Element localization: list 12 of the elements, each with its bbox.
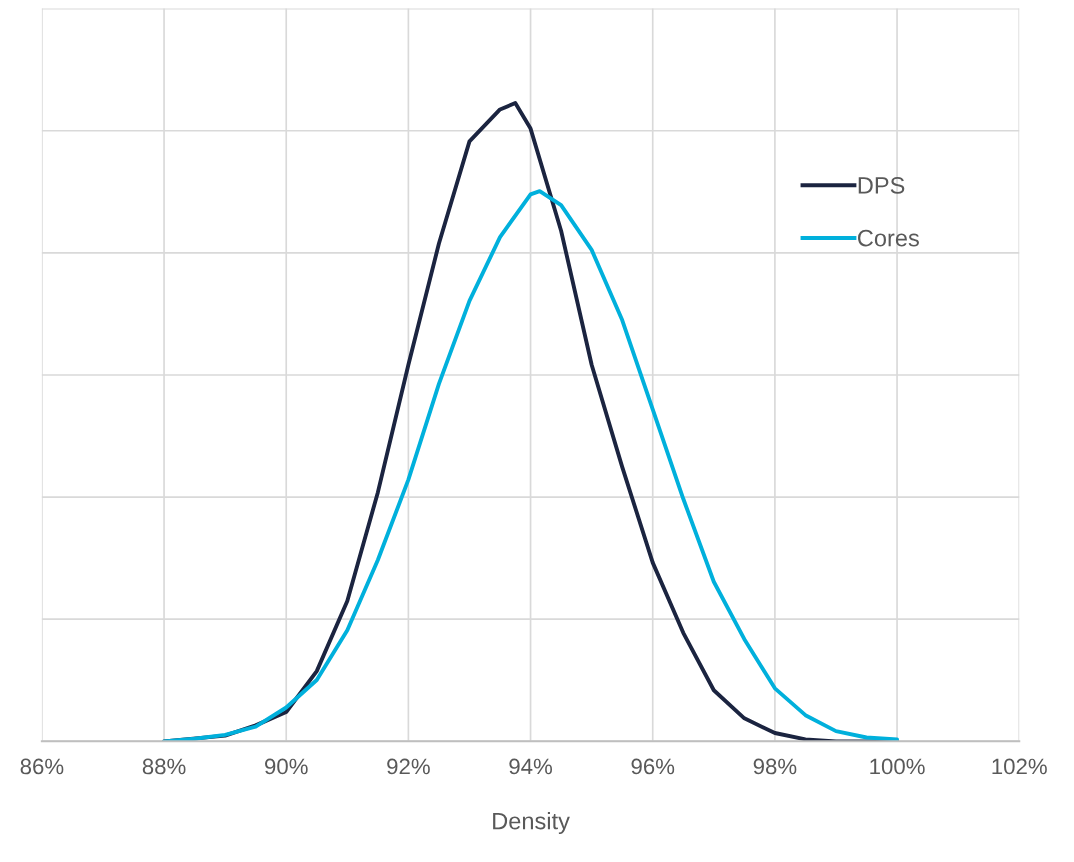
x-tick-label: 98% [753, 758, 797, 775]
x-tick-label: 94% [509, 758, 552, 775]
x-tick-label: 102% [992, 758, 1047, 775]
legend-label: Cores [858, 229, 919, 247]
legend-label: DPS [858, 177, 905, 194]
x-axis-title: Density [493, 812, 570, 835]
x-tick-label: 86% [20, 758, 64, 775]
x-tick-label: 92% [387, 758, 430, 775]
x-tick-label: 96% [631, 758, 675, 775]
x-tick-label: 90% [265, 758, 308, 775]
x-tick-label: 100% [870, 758, 925, 775]
x-tick-label: 88% [142, 758, 186, 775]
